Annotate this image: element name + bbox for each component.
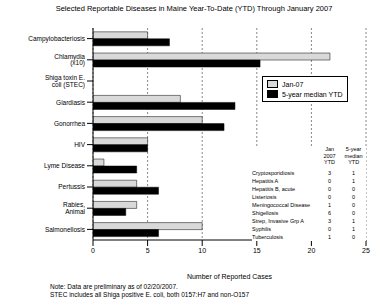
html-text:1: 1: [352, 177, 356, 184]
html-text:Cryptosporidiosis: Cryptosporidiosis: [252, 169, 295, 176]
html-text:0: 0: [328, 185, 332, 192]
svg-text:Lyme Disease: Lyme Disease: [44, 162, 85, 170]
svg-text:25: 25: [362, 247, 370, 254]
svg-text:15: 15: [253, 247, 261, 254]
svg-text:5: 5: [146, 247, 150, 254]
svg-text:0: 0: [91, 247, 95, 254]
html-text:1: 1: [352, 225, 356, 232]
html-text:Meningococcal Disease: Meningococcal Disease: [252, 201, 311, 208]
html-text:1: 1: [352, 217, 356, 224]
html-text:3: 3: [328, 217, 332, 224]
html-text:5-year median YTD: 5-year median YTD: [344, 146, 363, 165]
html-text:Tuberculosis: Tuberculosis: [252, 233, 283, 240]
svg-text:HIV: HIV: [74, 141, 86, 148]
html-text:Hepatitis B, acute: Hepatitis B, acute: [252, 185, 296, 192]
html-text:Strep, Invasive Grp A: Strep, Invasive Grp A: [252, 217, 304, 224]
html-text:6: 6: [328, 209, 332, 216]
html-text:0: 0: [328, 225, 332, 232]
html-text:0: 0: [328, 193, 332, 200]
html-text:Jan 2007 YTD: Jan 2007 YTD: [323, 146, 336, 165]
svg-text:Salmonellosis: Salmonellosis: [45, 226, 86, 233]
html-text:3: 3: [328, 169, 332, 176]
html-text:Jan-07: Jan-07: [282, 80, 304, 88]
html-text:0: 0: [352, 201, 356, 208]
html-text:Hepatitis A: Hepatitis A: [252, 177, 279, 184]
html-text:Selected Reportable Diseases i: Selected Reportable Diseases in Maine Ye…: [55, 4, 333, 13]
svg-text:Chlamydia(x10): Chlamydia(x10): [54, 53, 85, 68]
html-text:STEC includes all Shiga positi: STEC includes all Shiga positive E. coli…: [50, 291, 250, 298]
svg-text:20: 20: [308, 247, 316, 254]
html-text:Note: Data are preliminary as: Note: Data are preliminary as of 02/20/2…: [50, 283, 178, 290]
svg-text:Campylobacteriosis: Campylobacteriosis: [28, 35, 85, 43]
html-text:0: 0: [352, 209, 356, 216]
html-text:Listeriosis: Listeriosis: [252, 193, 277, 200]
svg-text:Giardiasis: Giardiasis: [56, 99, 86, 106]
html-text:5-year median YTD: 5-year median YTD: [282, 90, 343, 98]
html-text:Syphilis: Syphilis: [252, 225, 271, 232]
html-text:1: 1: [328, 201, 332, 208]
svg-text:Gonorrhea: Gonorrhea: [54, 120, 85, 127]
html-text:Number of Reported Cases: Number of Reported Cases: [186, 273, 273, 280]
svg-text:Rabies,Animal: Rabies,Animal: [63, 201, 86, 215]
html-text:Shigellosis: Shigellosis: [252, 209, 279, 216]
html-text:0: 0: [328, 177, 332, 184]
svg-text:Pertussis: Pertussis: [58, 183, 85, 190]
svg-text:Shiga toxin E.coli (STEC): Shiga toxin E.coli (STEC): [45, 74, 85, 89]
svg-text:10: 10: [198, 247, 206, 254]
html-text:1: 1: [328, 233, 332, 240]
html-text:1: 1: [352, 169, 356, 176]
html-text:0: 0: [352, 185, 356, 192]
html-text:0: 0: [352, 233, 356, 240]
html-text:0: 0: [352, 193, 356, 200]
